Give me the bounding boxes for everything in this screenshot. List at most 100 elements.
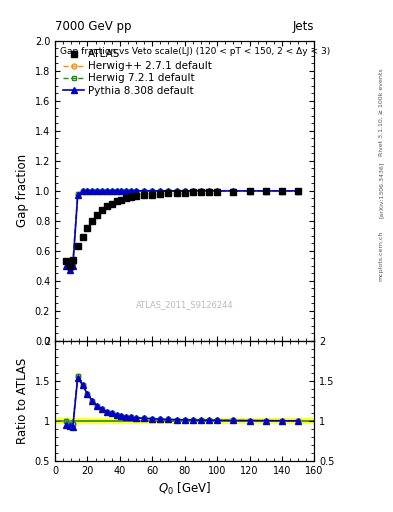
Herwig 7.2.1 default — [109, 188, 114, 194]
Herwig++ 2.7.1 default — [231, 188, 236, 194]
Herwig 7.2.1 default — [150, 188, 155, 194]
Herwig 7.2.1 default — [174, 188, 179, 194]
ATLAS — [198, 189, 203, 195]
ATLAS — [207, 189, 211, 195]
Herwig 7.2.1 default — [207, 188, 211, 194]
Line: Pythia 8.308 default: Pythia 8.308 default — [64, 188, 301, 273]
Text: 7000 GeV pp: 7000 GeV pp — [55, 20, 132, 33]
ATLAS — [100, 207, 105, 214]
Pythia 8.308 default — [247, 188, 252, 194]
Herwig++ 2.7.1 default — [182, 188, 187, 194]
Herwig 7.2.1 default — [134, 188, 138, 194]
Pythia 8.308 default — [100, 188, 105, 194]
Pythia 8.308 default — [75, 193, 80, 199]
Pythia 8.308 default — [207, 188, 211, 194]
Herwig++ 2.7.1 default — [215, 188, 220, 194]
Pythia 8.308 default — [119, 188, 124, 194]
Pythia 8.308 default — [80, 188, 85, 194]
Herwig 7.2.1 default — [198, 188, 203, 194]
Herwig 7.2.1 default — [85, 188, 90, 194]
Herwig 7.2.1 default — [280, 188, 285, 194]
ATLAS — [158, 191, 163, 197]
Pythia 8.308 default — [124, 188, 129, 194]
Pythia 8.308 default — [263, 188, 268, 194]
Herwig 7.2.1 default — [105, 188, 109, 194]
Herwig 7.2.1 default — [124, 188, 129, 194]
Herwig++ 2.7.1 default — [105, 188, 109, 194]
Y-axis label: Ratio to ATLAS: Ratio to ATLAS — [16, 358, 29, 444]
Herwig 7.2.1 default — [191, 188, 195, 194]
Herwig++ 2.7.1 default — [150, 188, 155, 194]
ATLAS — [247, 188, 252, 195]
Line: Herwig 7.2.1 default: Herwig 7.2.1 default — [64, 188, 301, 271]
Pythia 8.308 default — [129, 188, 134, 194]
ATLAS — [174, 190, 179, 196]
Herwig++ 2.7.1 default — [280, 188, 285, 194]
Herwig 7.2.1 default — [247, 188, 252, 194]
Text: Gap fraction vs Veto scale(LJ) (120 < pT < 150, 2 < Δy < 3): Gap fraction vs Veto scale(LJ) (120 < pT… — [60, 47, 331, 56]
Pythia 8.308 default — [166, 188, 171, 194]
Pythia 8.308 default — [85, 188, 90, 194]
Pythia 8.308 default — [296, 188, 301, 194]
Y-axis label: Gap fraction: Gap fraction — [16, 154, 29, 227]
ATLAS — [124, 195, 129, 201]
Herwig 7.2.1 default — [100, 188, 105, 194]
Herwig++ 2.7.1 default — [124, 188, 129, 194]
Herwig++ 2.7.1 default — [70, 260, 75, 266]
Pythia 8.308 default — [182, 188, 187, 194]
ATLAS — [280, 188, 285, 194]
Herwig 7.2.1 default — [296, 188, 301, 194]
Herwig++ 2.7.1 default — [75, 191, 80, 197]
ATLAS — [166, 190, 171, 197]
Text: ATLAS_2011_S9126244: ATLAS_2011_S9126244 — [136, 301, 233, 309]
Pythia 8.308 default — [90, 188, 95, 194]
ATLAS — [150, 191, 155, 198]
Pythia 8.308 default — [67, 267, 72, 273]
Legend: ATLAS, Herwig++ 2.7.1 default, Herwig 7.2.1 default, Pythia 8.308 default: ATLAS, Herwig++ 2.7.1 default, Herwig 7.… — [60, 46, 215, 99]
ATLAS — [119, 197, 124, 203]
Herwig++ 2.7.1 default — [100, 188, 105, 194]
Herwig 7.2.1 default — [129, 188, 134, 194]
Pythia 8.308 default — [70, 263, 75, 269]
Herwig++ 2.7.1 default — [80, 188, 85, 194]
ATLAS — [105, 203, 109, 209]
Herwig 7.2.1 default — [215, 188, 220, 194]
ATLAS — [231, 188, 236, 195]
Pythia 8.308 default — [198, 188, 203, 194]
Text: mcplots.cern.ch: mcplots.cern.ch — [379, 231, 384, 281]
Herwig 7.2.1 default — [182, 188, 187, 194]
Bar — [55, 418, 314, 423]
Herwig++ 2.7.1 default — [263, 188, 268, 194]
X-axis label: $Q_0$ [GeV]: $Q_0$ [GeV] — [158, 481, 211, 497]
Herwig++ 2.7.1 default — [158, 188, 163, 194]
Herwig++ 2.7.1 default — [134, 188, 138, 194]
Herwig 7.2.1 default — [67, 266, 72, 272]
Herwig++ 2.7.1 default — [191, 188, 195, 194]
Herwig++ 2.7.1 default — [247, 188, 252, 194]
Herwig++ 2.7.1 default — [166, 188, 171, 194]
Herwig 7.2.1 default — [70, 260, 75, 266]
Herwig++ 2.7.1 default — [296, 188, 301, 194]
Herwig 7.2.1 default — [80, 188, 85, 194]
ATLAS — [67, 263, 72, 269]
Herwig++ 2.7.1 default — [85, 188, 90, 194]
Pythia 8.308 default — [109, 188, 114, 194]
Pythia 8.308 default — [114, 188, 119, 194]
Herwig 7.2.1 default — [263, 188, 268, 194]
Herwig 7.2.1 default — [158, 188, 163, 194]
Pythia 8.308 default — [142, 188, 147, 194]
Herwig++ 2.7.1 default — [90, 188, 95, 194]
Herwig++ 2.7.1 default — [95, 188, 99, 194]
Herwig 7.2.1 default — [119, 188, 124, 194]
Herwig 7.2.1 default — [114, 188, 119, 194]
Herwig++ 2.7.1 default — [207, 188, 211, 194]
Text: Rivet 3.1.10, ≥ 100k events: Rivet 3.1.10, ≥ 100k events — [379, 69, 384, 157]
ATLAS — [70, 257, 75, 263]
ATLAS — [142, 193, 147, 199]
Pythia 8.308 default — [231, 188, 236, 194]
Pythia 8.308 default — [105, 188, 109, 194]
Pythia 8.308 default — [215, 188, 220, 194]
Pythia 8.308 default — [95, 188, 99, 194]
ATLAS — [296, 188, 301, 194]
Pythia 8.308 default — [280, 188, 285, 194]
